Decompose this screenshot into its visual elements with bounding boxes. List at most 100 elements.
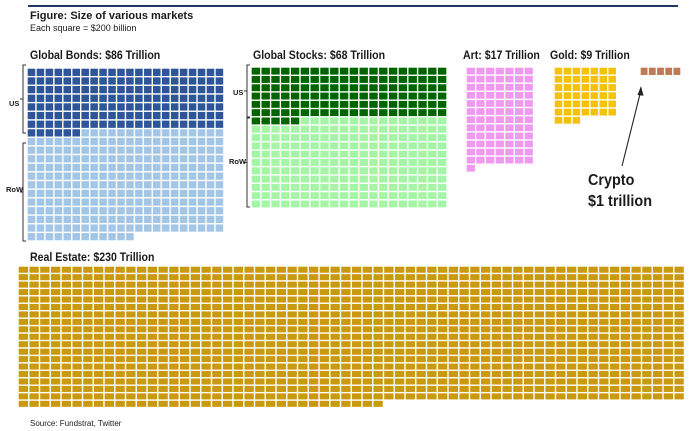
real-estate-square — [169, 318, 179, 325]
real-estate-square — [534, 333, 545, 340]
gold-square — [563, 100, 572, 108]
real-estate-square — [244, 318, 254, 325]
real-estate-square — [72, 348, 82, 355]
real-estate-square — [351, 274, 362, 281]
global-stocks-square — [418, 150, 427, 158]
global-bonds-square — [161, 86, 170, 94]
real-estate-square — [405, 281, 416, 288]
real-estate-square — [609, 363, 620, 370]
global-stocks-square — [359, 100, 368, 108]
real-estate-square — [437, 378, 448, 385]
global-stocks-square — [339, 67, 349, 75]
global-stocks-square — [408, 150, 417, 158]
real-estate-square — [652, 303, 663, 310]
global-bonds-square — [117, 181, 125, 189]
real-estate-square — [29, 333, 39, 340]
global-stocks-square — [388, 117, 398, 125]
global-bonds-square — [126, 94, 134, 102]
global-bonds-square — [170, 103, 179, 111]
real-estate-square — [93, 311, 104, 318]
global-stocks-square — [349, 142, 359, 150]
real-estate-square — [427, 385, 437, 392]
global-bonds-square — [81, 233, 89, 241]
real-estate-square — [308, 274, 319, 281]
global-stocks-square — [339, 100, 349, 108]
real-estate-square — [642, 356, 652, 363]
global-stocks-square — [290, 167, 300, 175]
real-estate-square — [147, 318, 158, 325]
global-bonds-square — [90, 77, 98, 85]
real-estate-square — [255, 274, 265, 281]
global-stocks-square — [398, 67, 408, 75]
real-estate-square — [470, 274, 480, 281]
real-estate-square — [620, 341, 631, 348]
real-estate-square — [126, 356, 136, 363]
global-bonds-square — [81, 172, 89, 180]
real-estate-square — [556, 393, 566, 400]
global-stocks-square — [261, 183, 270, 191]
global-stocks-square — [339, 159, 349, 166]
global-bonds-square — [161, 77, 170, 85]
real-estate-square — [18, 289, 29, 296]
global-bonds-square — [153, 189, 161, 198]
real-estate-square — [276, 341, 287, 348]
real-estate-square — [212, 341, 222, 348]
global-stocks-square — [290, 76, 300, 83]
global-bonds-square — [215, 155, 224, 163]
global-bonds-square — [72, 111, 80, 120]
global-stocks-square — [379, 150, 388, 158]
global-bonds-square — [108, 68, 116, 76]
real-estate-square — [341, 326, 351, 333]
real-estate-square — [265, 274, 276, 281]
real-estate-square — [384, 371, 394, 378]
global-bonds-square — [99, 224, 107, 232]
real-estate-square — [158, 274, 168, 281]
global-stocks-square — [369, 183, 378, 191]
global-stocks-square — [300, 167, 310, 175]
real-estate-square — [72, 363, 82, 370]
real-estate-square — [104, 400, 115, 407]
real-estate-square — [298, 289, 308, 296]
global-stocks-square — [281, 100, 290, 108]
real-estate-square — [265, 318, 276, 325]
real-estate-square — [427, 393, 437, 400]
real-estate-square — [427, 266, 437, 273]
real-estate-square — [394, 274, 405, 281]
gold-square — [590, 67, 599, 75]
global-bonds-square — [108, 198, 116, 206]
real-estate-square — [190, 296, 201, 303]
real-estate-square — [265, 348, 276, 355]
real-estate-square — [373, 348, 383, 355]
real-estate-square — [566, 363, 577, 370]
real-estate-square — [104, 385, 115, 392]
real-estate-square — [244, 289, 254, 296]
real-estate-square — [115, 371, 125, 378]
real-estate-square — [265, 296, 276, 303]
global-bonds-square — [36, 215, 45, 223]
real-estate-square — [190, 363, 201, 370]
global-bonds-square — [144, 137, 152, 146]
real-estate-square — [319, 385, 330, 392]
global-bonds-square — [27, 129, 36, 137]
real-estate-square — [115, 348, 125, 355]
real-estate-square — [29, 393, 39, 400]
real-estate-square — [115, 378, 125, 385]
real-estate-square — [373, 400, 383, 407]
real-estate-square — [351, 281, 362, 288]
global-bonds-square — [54, 224, 63, 232]
real-estate-square — [308, 333, 319, 340]
real-estate-square — [642, 296, 652, 303]
real-estate-square — [642, 385, 652, 392]
real-estate-square — [179, 371, 190, 378]
global-bonds-square — [153, 120, 161, 128]
real-estate-square — [663, 289, 674, 296]
global-stocks-square — [310, 175, 319, 183]
real-estate-square — [491, 281, 502, 288]
real-estate-square — [545, 378, 555, 385]
real-estate-square — [652, 281, 663, 288]
global-bonds-square — [45, 111, 54, 120]
global-bonds-square — [161, 189, 170, 198]
real-estate-square — [373, 371, 383, 378]
real-estate-square — [609, 303, 620, 310]
real-estate-square — [609, 356, 620, 363]
